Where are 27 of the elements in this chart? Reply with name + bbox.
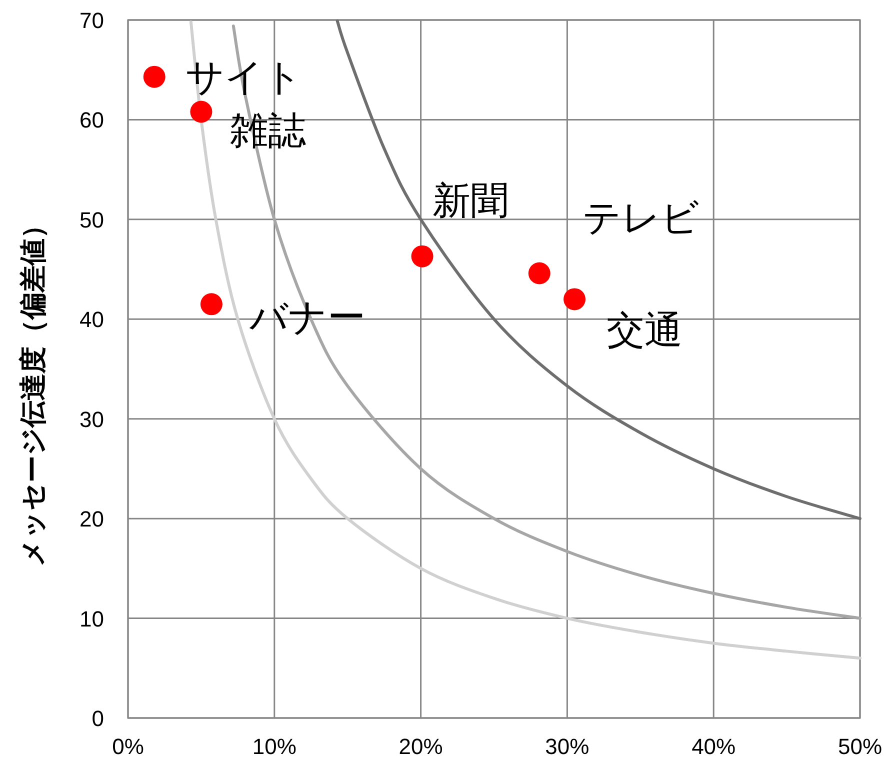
y-axis-title: メッセージ伝達度（偏差値） xyxy=(18,212,48,566)
x-tick-label: 20% xyxy=(398,734,443,759)
y-tick-label: 20 xyxy=(80,506,104,532)
point xyxy=(190,100,212,123)
series-label: 新聞 xyxy=(432,180,508,222)
series-label: サイト xyxy=(185,56,302,99)
x-tick-label: 30% xyxy=(545,734,590,759)
point xyxy=(143,66,166,88)
series-label: 雑誌 xyxy=(230,110,306,153)
y-tick-label: 60 xyxy=(80,108,104,133)
point xyxy=(528,262,550,284)
series-label: テレビ xyxy=(582,197,700,240)
y-tick-label: 0 xyxy=(92,706,104,731)
y-tick-label: 10 xyxy=(80,606,104,632)
point xyxy=(564,288,586,310)
series-label: 交通 xyxy=(606,310,683,352)
y-tick-label: 50 xyxy=(80,207,104,232)
x-tick-label: 50% xyxy=(838,734,882,759)
x-tick-label: 40% xyxy=(692,734,736,759)
x-tick-label: 0% xyxy=(112,734,144,759)
y-tick-label: 70 xyxy=(80,8,104,33)
point xyxy=(200,293,222,316)
point xyxy=(411,245,434,268)
y-tick-label: 30 xyxy=(80,406,104,432)
series-label: バナー xyxy=(248,297,366,340)
y-tick-label: 40 xyxy=(80,307,104,332)
x-tick-label: 10% xyxy=(252,734,296,759)
